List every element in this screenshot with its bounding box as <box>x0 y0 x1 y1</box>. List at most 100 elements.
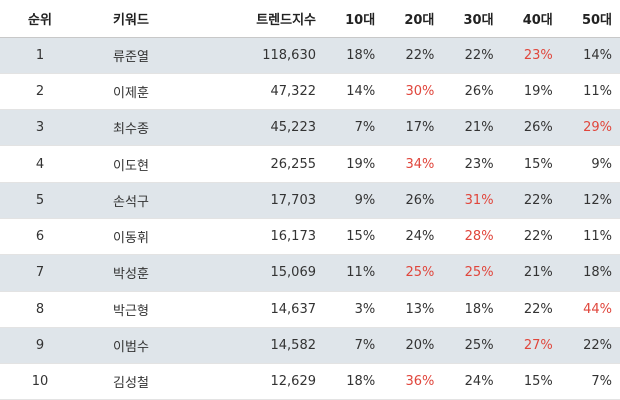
age-10s-cell: 18% <box>346 47 376 63</box>
age-50s-cell: 11% <box>583 83 612 99</box>
keyword-cell: 손석구 <box>113 194 149 210</box>
trend-index-cell: 26,255 <box>270 156 317 172</box>
age-10s-cell: 9% <box>354 192 376 208</box>
age-10s-cell: 7% <box>354 338 376 354</box>
rank-cell: 7 <box>35 265 45 281</box>
table-row: 9 이범수 14,582 7% 20% 25% 27% 22% <box>0 327 620 364</box>
age-50s-cell: 11% <box>583 229 612 245</box>
table-row: 10 김성철 12,629 18% 36% 24% 15% 7% <box>0 364 620 400</box>
rank-cell: 3 <box>35 120 45 136</box>
table-row: 3 최수종 45,223 7% 17% 21% 26% 29% <box>0 109 620 146</box>
rank-cell: 4 <box>35 156 45 172</box>
header-keyword: 키워드 <box>80 0 182 38</box>
rank-cell: 6 <box>35 229 45 245</box>
keyword-cell: 박근형 <box>113 303 149 319</box>
table-row: 8 박근형 14,637 3% 13% 18% 22% 44% <box>0 291 620 328</box>
age-40s-cell: 15% <box>523 156 553 172</box>
age-50s-cell: 7% <box>591 374 612 390</box>
table-row: 7 박성훈 15,069 11% 25% 25% 21% 18% <box>0 254 620 292</box>
header-rank: 순위 <box>0 0 80 38</box>
trend-index-cell: 15,069 <box>270 265 317 281</box>
age-20s-cell: 22% <box>405 47 435 63</box>
age-40s-cell: 19% <box>523 83 553 99</box>
rank-cell: 9 <box>35 338 45 354</box>
age-50s-cell: 18% <box>583 265 612 281</box>
table-row: 4 이도현 26,255 19% 34% 23% 15% 9% <box>0 146 620 183</box>
age-40s-cell: 21% <box>523 265 553 281</box>
age-30s-cell: 22% <box>464 47 494 63</box>
age-10s-cell: 3% <box>354 301 376 317</box>
age-40s-cell: 26% <box>523 120 553 136</box>
trend-index-cell: 14,582 <box>270 338 317 354</box>
keyword-cell: 이범수 <box>113 340 149 356</box>
trend-index-cell: 16,173 <box>270 229 317 245</box>
header-age-50s: 50대 <box>560 0 620 38</box>
rank-cell: 2 <box>35 83 45 99</box>
trend-index-cell: 45,223 <box>270 120 317 136</box>
age-50s-cell: 12% <box>583 192 612 208</box>
age-40s-cell: 23% <box>523 47 553 63</box>
age-40s-cell: 22% <box>523 192 553 208</box>
age-30s-cell: 31% <box>464 192 494 208</box>
age-40s-cell: 22% <box>523 301 553 317</box>
age-20s-cell: 26% <box>405 192 435 208</box>
age-20s-cell: 30% <box>405 83 435 99</box>
keyword-cell: 이동휘 <box>113 231 149 247</box>
age-10s-cell: 15% <box>346 229 376 245</box>
trend-index-cell: 12,629 <box>270 374 317 390</box>
keyword-cell: 류준열 <box>113 49 149 65</box>
keyword-cell: 이제훈 <box>113 85 149 101</box>
age-50s-cell: 9% <box>591 156 612 172</box>
age-40s-cell: 22% <box>523 229 553 245</box>
keyword-cell: 박성훈 <box>113 267 149 283</box>
table-row: 6 이동휘 16,173 15% 24% 28% 22% 11% <box>0 218 620 255</box>
header-trend-index: 트렌드지수 <box>182 0 324 38</box>
age-30s-cell: 25% <box>464 338 494 354</box>
trend-index-cell: 14,637 <box>270 301 317 317</box>
age-50s-cell: 14% <box>583 47 612 63</box>
age-20s-cell: 24% <box>405 229 435 245</box>
age-10s-cell: 19% <box>346 156 376 172</box>
age-20s-cell: 13% <box>405 301 435 317</box>
age-10s-cell: 14% <box>346 83 376 99</box>
table-body: 1 류준열 118,630 18% 22% 22% 23% 14% 2 이제훈 47,322 14% 3… <box>0 37 620 400</box>
age-10s-cell: 11% <box>346 265 376 281</box>
trend-index-cell: 118,630 <box>262 47 316 63</box>
age-40s-cell: 15% <box>523 374 553 390</box>
age-30s-cell: 18% <box>464 301 494 317</box>
table-row: 1 류준열 118,630 18% 22% 22% 23% 14% <box>0 37 620 74</box>
age-20s-cell: 20% <box>405 338 435 354</box>
table-row: 2 이제훈 47,322 14% 30% 26% 19% 11% <box>0 73 620 110</box>
rank-cell: 8 <box>35 301 45 317</box>
age-10s-cell: 7% <box>354 120 376 136</box>
age-30s-cell: 28% <box>464 229 494 245</box>
age-30s-cell: 23% <box>464 156 494 172</box>
header-age-10s: 10대 <box>324 0 384 38</box>
age-50s-cell: 22% <box>583 338 612 354</box>
age-30s-cell: 26% <box>464 83 494 99</box>
age-20s-cell: 17% <box>405 120 435 136</box>
keyword-cell: 김성철 <box>113 376 149 392</box>
header-age-20s: 20대 <box>383 0 443 38</box>
age-20s-cell: 25% <box>405 265 435 281</box>
table-row: 5 손석구 17,703 9% 26% 31% 22% 12% <box>0 182 620 219</box>
age-30s-cell: 25% <box>464 265 494 281</box>
rank-cell: 1 <box>35 47 45 63</box>
rank-cell: 5 <box>35 192 45 208</box>
keyword-cell: 이도현 <box>113 158 149 174</box>
keyword-cell: 최수종 <box>113 122 149 138</box>
header-age-40s: 40대 <box>501 0 561 38</box>
age-30s-cell: 24% <box>464 374 494 390</box>
age-20s-cell: 36% <box>405 374 435 390</box>
header-row: 순위 키워드 트렌드지수 10대 20대 30대 40대 50대 <box>0 0 620 38</box>
rank-cell: 10 <box>31 374 49 390</box>
age-40s-cell: 27% <box>523 338 553 354</box>
age-10s-cell: 18% <box>346 374 376 390</box>
trend-index-cell: 47,322 <box>270 83 317 99</box>
age-50s-cell: 29% <box>583 120 612 136</box>
age-20s-cell: 34% <box>405 156 435 172</box>
age-30s-cell: 21% <box>464 120 494 136</box>
header-age-30s: 30대 <box>442 0 502 38</box>
trend-index-cell: 17,703 <box>270 192 317 208</box>
